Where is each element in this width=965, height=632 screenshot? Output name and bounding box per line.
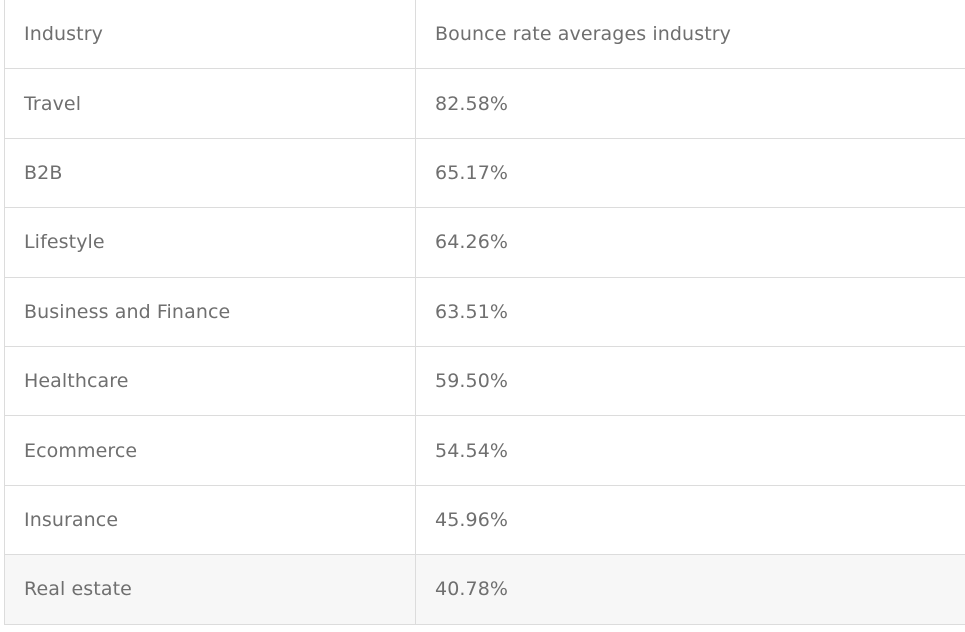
table-row: B2B 65.17% [4, 137, 965, 209]
industry-cell: Travel [4, 68, 416, 139]
bounce-rate-cell: 59.50% [415, 345, 965, 417]
industry-cell: Healthcare [4, 345, 416, 417]
industry-cell: Real estate [4, 554, 416, 625]
bounce-rate-cell: 64.26% [415, 207, 965, 278]
table-header-row: Industry Bounce rate averages industry [4, 0, 965, 70]
industry-cell: Lifestyle [4, 207, 416, 278]
bounce-rate-cell: 40.78% [415, 554, 965, 625]
header-bounce-rate: Bounce rate averages industry [415, 0, 965, 70]
bounce-rate-cell: 45.96% [415, 484, 965, 556]
table-row: Travel 82.58% [4, 68, 965, 139]
bounce-rate-cell: 65.17% [415, 137, 965, 209]
industry-cell: Business and Finance [4, 276, 416, 347]
bounce-rate-cell: 82.58% [415, 68, 965, 139]
bounce-rate-table: Industry Bounce rate averages industry T… [4, 0, 965, 625]
table-row: Lifestyle 64.26% [4, 207, 965, 278]
table-row: Business and Finance 63.51% [4, 276, 965, 347]
industry-cell: Ecommerce [4, 415, 416, 486]
industry-cell: Insurance [4, 484, 416, 556]
table-row: Ecommerce 54.54% [4, 415, 965, 486]
table-row: Healthcare 59.50% [4, 345, 965, 417]
header-industry: Industry [4, 0, 416, 70]
bounce-rate-cell: 54.54% [415, 415, 965, 486]
table-row: Insurance 45.96% [4, 484, 965, 556]
industry-cell: B2B [4, 137, 416, 209]
table-row: Real estate 40.78% [4, 554, 965, 625]
bounce-rate-cell: 63.51% [415, 276, 965, 347]
